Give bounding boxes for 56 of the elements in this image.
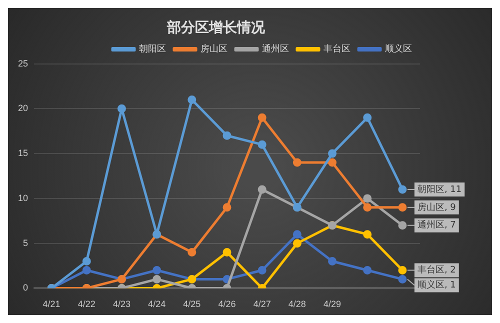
point (292, 158, 302, 167)
point (363, 266, 372, 274)
point (398, 185, 407, 194)
y-tick-label: 0 (22, 282, 28, 293)
point (398, 274, 407, 284)
point (188, 248, 196, 257)
data-label: 朝阳区, 11 (417, 184, 462, 195)
point (363, 230, 372, 239)
chart-title: 部分区增长情况 (166, 19, 266, 36)
point (363, 203, 372, 212)
legend-label: 房山区 (200, 44, 228, 55)
x-tick-label: 4/21 (42, 299, 60, 310)
point (222, 248, 232, 257)
point (398, 266, 407, 274)
point (292, 239, 302, 248)
point (258, 185, 266, 194)
point (398, 221, 407, 230)
point (258, 266, 266, 274)
data-label: 通州区, 7 (417, 220, 456, 231)
point (328, 257, 337, 266)
data-label: 顺义区, 1 (417, 280, 456, 291)
x-tick-label: 4/27 (253, 299, 271, 310)
legend-label: 丰台区 (324, 44, 350, 55)
x-tick-label: 4/26 (218, 299, 236, 310)
point (222, 203, 232, 212)
y-tick-label: 15 (18, 148, 28, 158)
point (222, 131, 232, 140)
point (152, 266, 162, 274)
y-tick-label: 25 (18, 58, 28, 68)
data-label: 丰台区, 2 (417, 264, 456, 276)
y-tick-label: 20 (18, 103, 28, 114)
x-tick-label: 4/23 (112, 299, 130, 310)
y-tick-label: 10 (18, 192, 28, 203)
legend-label: 朝阳区 (139, 44, 166, 55)
point (258, 140, 266, 149)
point (363, 113, 372, 122)
point (117, 104, 126, 113)
data-label: 房山区, 9 (417, 202, 456, 213)
point (188, 95, 196, 104)
x-tick-label: 4/22 (78, 299, 96, 310)
x-tick-label: 4/29 (324, 299, 342, 310)
point (328, 158, 337, 167)
point (82, 257, 91, 266)
point (398, 203, 407, 212)
point (292, 230, 302, 239)
point (82, 266, 91, 274)
legend-label: 顺义区 (385, 44, 412, 55)
point (258, 113, 266, 122)
point (363, 194, 372, 203)
x-tick-label: 4/25 (183, 299, 201, 310)
x-tick-label: 4/24 (148, 299, 166, 310)
point (152, 274, 162, 284)
point (328, 149, 337, 158)
x-tick-label: 4/28 (288, 299, 306, 310)
legend-label: 通州区 (262, 44, 289, 55)
y-tick-label: 5 (22, 238, 28, 248)
